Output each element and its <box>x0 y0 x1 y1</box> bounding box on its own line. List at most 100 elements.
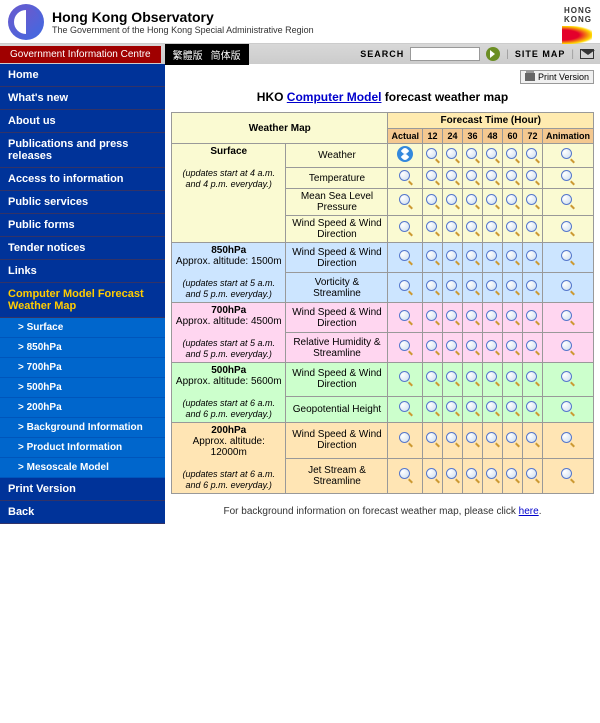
forecast-cell[interactable] <box>522 273 542 303</box>
forecast-cell[interactable] <box>522 303 542 333</box>
forecast-cell[interactable] <box>422 333 442 363</box>
forecast-cell[interactable] <box>388 423 423 459</box>
computer-model-link[interactable]: Computer Model <box>287 90 382 104</box>
nav-item[interactable]: What's new <box>0 87 165 110</box>
forecast-cell[interactable] <box>442 243 462 273</box>
forecast-cell[interactable] <box>502 273 522 303</box>
forecast-cell[interactable] <box>388 458 423 494</box>
forecast-cell[interactable] <box>422 458 442 494</box>
magnifier-icon[interactable] <box>486 170 499 183</box>
magnifier-icon[interactable] <box>506 340 519 353</box>
forecast-cell[interactable] <box>442 423 462 459</box>
forecast-cell[interactable] <box>502 216 522 243</box>
nav-item[interactable]: Public services <box>0 191 165 214</box>
forecast-cell[interactable] <box>422 303 442 333</box>
magnifier-icon[interactable] <box>506 170 519 183</box>
forecast-cell[interactable] <box>522 216 542 243</box>
forecast-cell[interactable] <box>388 243 423 273</box>
forecast-cell[interactable] <box>482 363 502 397</box>
forecast-cell[interactable] <box>542 396 593 422</box>
forecast-cell[interactable] <box>388 168 423 189</box>
forecast-cell[interactable] <box>482 243 502 273</box>
magnifier-icon[interactable] <box>426 371 439 384</box>
nav-sub-item[interactable]: > 700hPa <box>0 358 165 378</box>
forecast-cell[interactable] <box>502 363 522 397</box>
forecast-cell[interactable] <box>462 363 482 397</box>
magnifier-icon[interactable] <box>486 280 499 293</box>
forecast-cell[interactable] <box>442 168 462 189</box>
forecast-cell[interactable] <box>542 168 593 189</box>
magnifier-icon[interactable] <box>561 221 574 234</box>
nav-item[interactable]: Access to information <box>0 168 165 191</box>
magnifier-icon[interactable] <box>399 432 412 445</box>
forecast-cell[interactable] <box>542 243 593 273</box>
magnifier-icon[interactable] <box>426 148 439 161</box>
magnifier-icon[interactable] <box>466 280 479 293</box>
magnifier-icon[interactable] <box>426 250 439 263</box>
magnifier-icon[interactable] <box>466 194 479 207</box>
magnifier-icon[interactable] <box>446 250 459 263</box>
nav-sub-item[interactable]: > 850hPa <box>0 338 165 358</box>
forecast-cell[interactable] <box>482 303 502 333</box>
forecast-cell[interactable] <box>482 189 502 216</box>
mail-icon[interactable] <box>580 49 594 59</box>
forecast-cell[interactable] <box>522 363 542 397</box>
magnifier-icon[interactable] <box>446 432 459 445</box>
lang-simplified[interactable]: 简体版 <box>211 47 241 62</box>
magnifier-icon[interactable] <box>526 170 539 183</box>
forecast-cell[interactable] <box>388 303 423 333</box>
magnifier-icon[interactable] <box>426 280 439 293</box>
magnifier-icon[interactable] <box>486 221 499 234</box>
magnifier-icon[interactable] <box>399 401 412 414</box>
magnifier-icon[interactable] <box>426 340 439 353</box>
magnifier-icon[interactable] <box>506 310 519 323</box>
magnifier-icon[interactable] <box>561 432 574 445</box>
magnifier-icon[interactable] <box>426 170 439 183</box>
forecast-cell[interactable] <box>502 396 522 422</box>
forecast-cell[interactable] <box>482 423 502 459</box>
magnifier-icon[interactable] <box>446 148 459 161</box>
nav-item[interactable]: Tender notices <box>0 237 165 260</box>
nav-item[interactable]: Back <box>0 501 165 524</box>
forecast-cell[interactable] <box>522 396 542 422</box>
magnifier-icon[interactable] <box>526 468 539 481</box>
forecast-cell[interactable] <box>422 423 442 459</box>
magnifier-icon[interactable] <box>561 340 574 353</box>
forecast-cell[interactable] <box>522 423 542 459</box>
nav-item[interactable]: Public forms <box>0 214 165 237</box>
here-link[interactable]: here <box>519 506 539 517</box>
forecast-cell[interactable] <box>542 458 593 494</box>
magnifier-icon[interactable] <box>426 468 439 481</box>
magnifier-icon[interactable] <box>506 401 519 414</box>
forecast-cell[interactable] <box>442 303 462 333</box>
forecast-cell[interactable] <box>502 458 522 494</box>
magnifier-icon[interactable] <box>426 194 439 207</box>
magnifier-icon[interactable] <box>486 468 499 481</box>
nav-sub-item[interactable]: > 500hPa <box>0 378 165 398</box>
forecast-cell[interactable] <box>502 333 522 363</box>
forecast-cell[interactable] <box>422 168 442 189</box>
forecast-cell[interactable] <box>462 216 482 243</box>
magnifier-icon[interactable] <box>399 221 412 234</box>
forecast-cell[interactable] <box>462 144 482 168</box>
forecast-cell[interactable] <box>542 423 593 459</box>
search-input[interactable] <box>410 47 480 61</box>
magnifier-icon[interactable] <box>561 371 574 384</box>
magnifier-icon[interactable] <box>486 250 499 263</box>
forecast-cell[interactable] <box>542 216 593 243</box>
magnifier-icon[interactable] <box>446 401 459 414</box>
forecast-cell[interactable] <box>442 144 462 168</box>
magnifier-icon[interactable] <box>426 401 439 414</box>
forecast-cell[interactable] <box>522 144 542 168</box>
forecast-cell[interactable] <box>502 303 522 333</box>
magnifier-icon[interactable] <box>526 280 539 293</box>
magnifier-icon[interactable] <box>486 371 499 384</box>
magnifier-icon[interactable] <box>486 148 499 161</box>
forecast-cell[interactable] <box>502 189 522 216</box>
forecast-cell[interactable] <box>422 363 442 397</box>
nav-item[interactable]: Home <box>0 64 165 87</box>
forecast-cell[interactable] <box>462 168 482 189</box>
forecast-cell[interactable] <box>462 458 482 494</box>
magnifier-icon[interactable] <box>466 221 479 234</box>
magnifier-icon[interactable] <box>506 371 519 384</box>
